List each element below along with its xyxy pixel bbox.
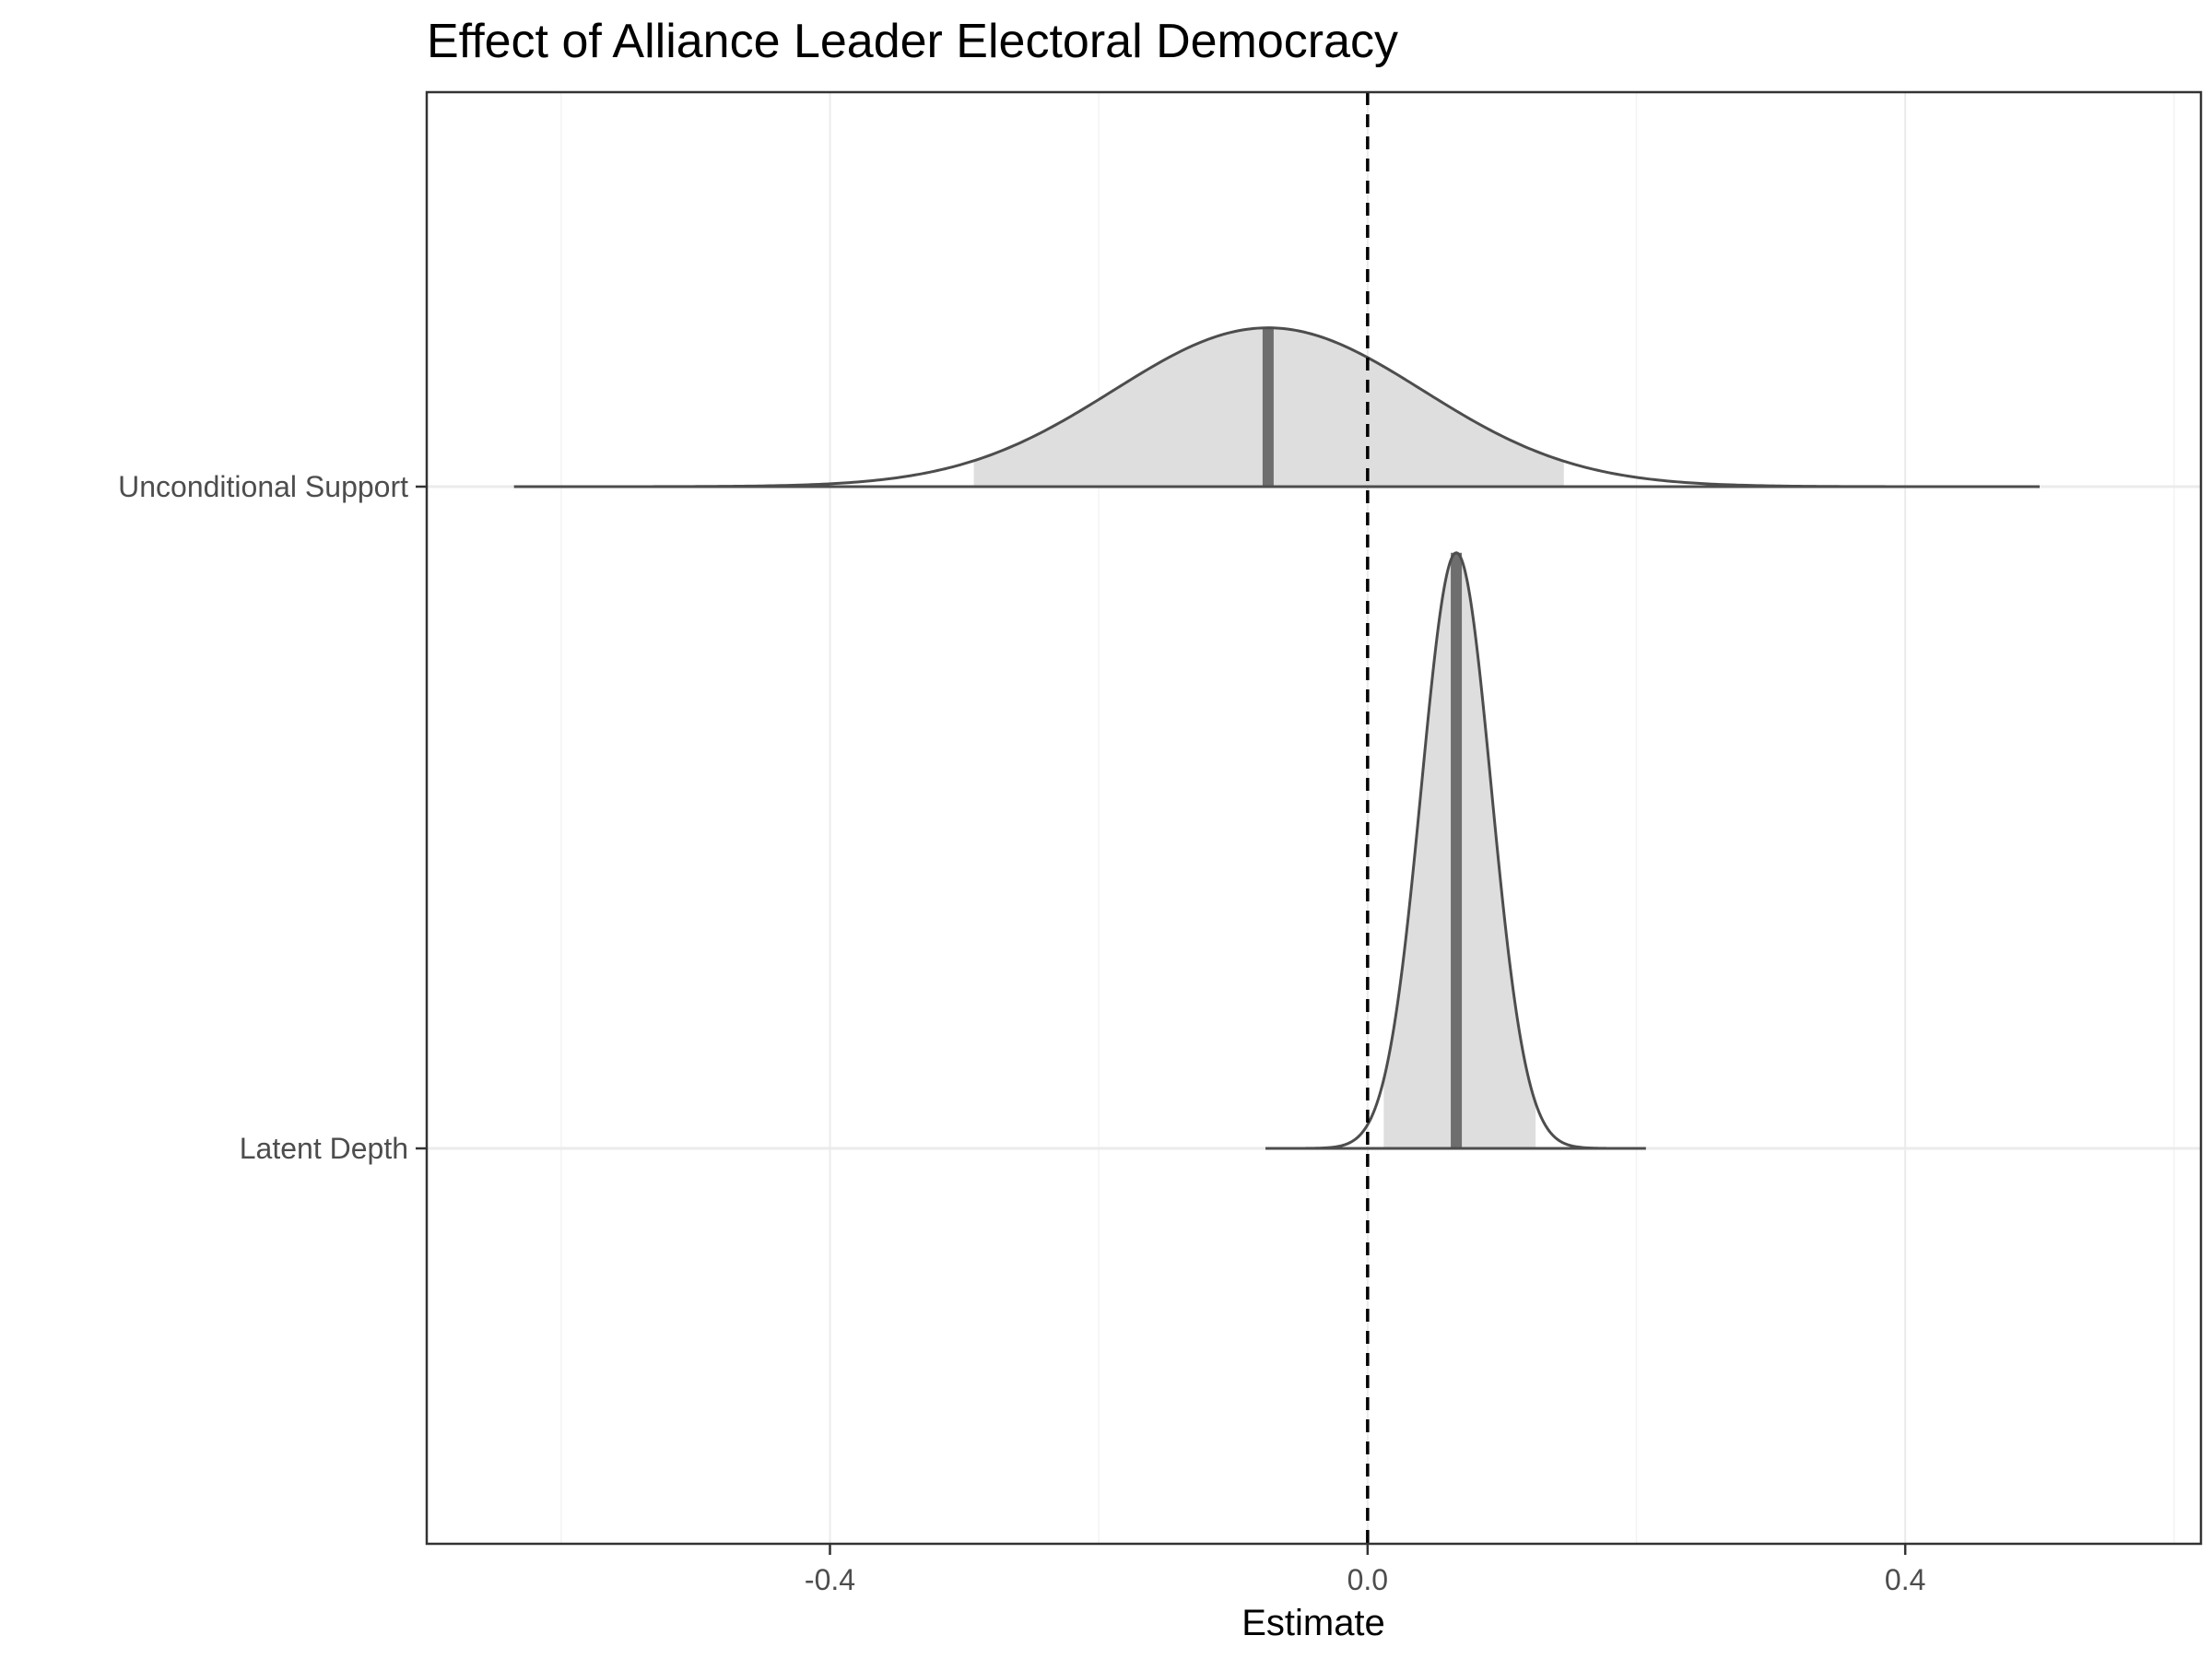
ridge-latent-depth (1265, 551, 1646, 1150)
y-tick-label: Latent Depth (240, 1132, 408, 1165)
panel-border (425, 90, 2203, 1546)
x-axis: -0.4 0.0 0.4 (805, 1544, 1925, 1596)
grid (427, 92, 2201, 1544)
chart-title: Effect of Alliance Leader Electoral Demo… (427, 15, 1398, 68)
ridge-unconditional-support (513, 326, 2040, 488)
x-tick-label: 0.0 (1347, 1563, 1388, 1596)
x-tick-label: 0.4 (1885, 1563, 1925, 1596)
y-tick-label: Unconditional Support (118, 470, 408, 503)
density-ridges (513, 326, 2040, 1150)
x-tick-label: -0.4 (805, 1563, 855, 1596)
x-axis-title: Estimate (1241, 1603, 1385, 1643)
y-axis: Unconditional Support Latent Depth (118, 470, 427, 1165)
